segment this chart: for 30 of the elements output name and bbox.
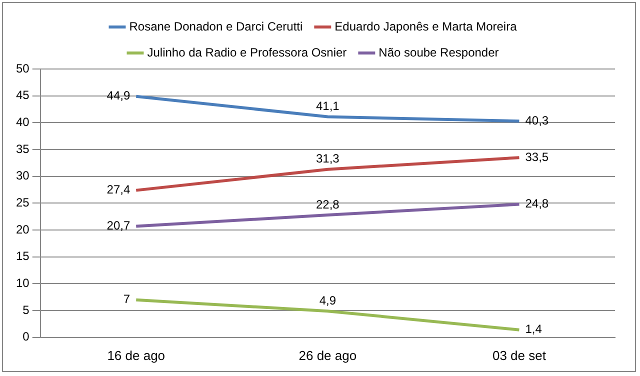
y-tick-label: 40 [16, 114, 30, 129]
legend-label: Eduardo Japonês e Marta Moreira [334, 19, 518, 34]
data-label: 1,4 [525, 322, 542, 336]
x-tick-label: 16 de ago [107, 348, 166, 363]
data-label: 7 [123, 292, 130, 306]
data-label: 24,8 [525, 196, 549, 211]
data-label: 44,9 [106, 88, 130, 103]
data-label: 31,3 [316, 152, 340, 166]
y-tick-label: 35 [16, 142, 30, 156]
data-label: 27,4 [106, 182, 130, 197]
y-tick-label: 15 [16, 249, 30, 264]
legend-label: Julinho da Radio e Professora Osnier [147, 45, 347, 60]
data-label: 22,8 [316, 197, 340, 212]
legend-label: Não soube Responder [378, 45, 499, 60]
data-label: 33,5 [525, 150, 549, 164]
x-tick-label: 26 de ago [298, 348, 357, 363]
y-tick-label: 20 [16, 222, 30, 236]
y-tick-label: 5 [22, 302, 30, 317]
y-tick-label: 25 [16, 196, 30, 210]
y-tick-label: 30 [16, 168, 30, 183]
data-label: 40,3 [525, 113, 549, 128]
y-tick-label: 10 [16, 276, 30, 290]
legend-label: Rosane Donadon e Darci Cerutti [129, 19, 303, 34]
x-tick-label: 03 de set [492, 348, 546, 363]
y-tick-label: 50 [16, 61, 30, 76]
data-label: 41,1 [316, 99, 340, 114]
y-tick-label: 0 [22, 330, 30, 344]
data-label: 4,9 [319, 293, 336, 308]
y-tick-label: 45 [16, 88, 30, 102]
data-label: 20,7 [106, 218, 130, 233]
